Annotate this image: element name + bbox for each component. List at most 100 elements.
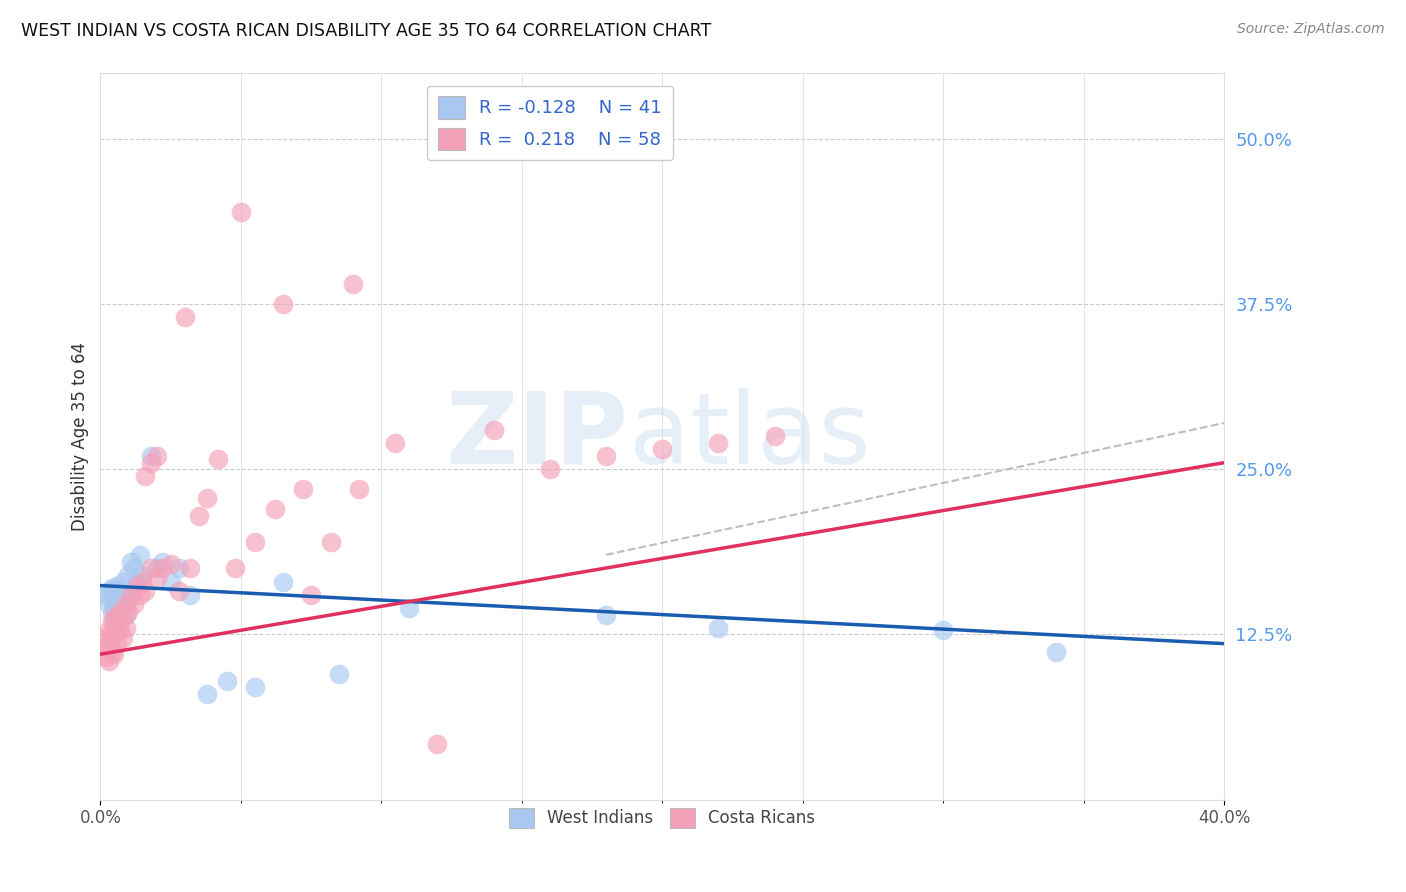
Point bbox=[105, 578, 128, 592]
Point bbox=[173, 310, 195, 325]
Point bbox=[103, 647, 125, 661]
Point bbox=[134, 583, 156, 598]
Point bbox=[243, 535, 266, 549]
Point bbox=[271, 574, 294, 589]
Point bbox=[97, 624, 120, 638]
Point bbox=[91, 640, 114, 655]
Point bbox=[94, 649, 117, 664]
Y-axis label: Disability Age 35 to 64: Disability Age 35 to 64 bbox=[72, 342, 89, 531]
Point bbox=[125, 574, 148, 589]
Point bbox=[131, 568, 153, 582]
Point bbox=[103, 614, 125, 628]
Point bbox=[108, 604, 131, 618]
Point bbox=[117, 605, 139, 619]
Point bbox=[111, 632, 134, 646]
Point bbox=[207, 451, 229, 466]
Point bbox=[159, 558, 181, 572]
Point bbox=[328, 667, 350, 681]
Point bbox=[384, 435, 406, 450]
Point bbox=[120, 588, 142, 602]
Point bbox=[108, 594, 131, 608]
Text: atlas: atlas bbox=[628, 388, 870, 484]
Point bbox=[134, 468, 156, 483]
Point bbox=[167, 561, 190, 575]
Point bbox=[108, 605, 131, 619]
Point bbox=[105, 618, 128, 632]
Point bbox=[538, 462, 561, 476]
Point bbox=[263, 502, 285, 516]
Point bbox=[111, 597, 134, 611]
Point bbox=[117, 568, 139, 582]
Point bbox=[103, 601, 125, 615]
Point bbox=[103, 588, 125, 602]
Point bbox=[595, 449, 617, 463]
Point bbox=[117, 591, 139, 606]
Point bbox=[108, 583, 131, 598]
Point bbox=[224, 561, 246, 575]
Text: WEST INDIAN VS COSTA RICAN DISABILITY AGE 35 TO 64 CORRELATION CHART: WEST INDIAN VS COSTA RICAN DISABILITY AG… bbox=[21, 22, 711, 40]
Point bbox=[111, 574, 134, 589]
Point bbox=[139, 561, 162, 575]
Point bbox=[145, 449, 167, 463]
Point bbox=[319, 535, 342, 549]
Point bbox=[150, 555, 173, 569]
Text: Source: ZipAtlas.com: Source: ZipAtlas.com bbox=[1237, 22, 1385, 37]
Point bbox=[131, 574, 153, 589]
Point bbox=[108, 624, 131, 638]
Point bbox=[114, 597, 136, 611]
Point bbox=[128, 588, 150, 602]
Point bbox=[97, 654, 120, 668]
Point bbox=[145, 561, 167, 575]
Point bbox=[114, 607, 136, 622]
Point bbox=[342, 277, 364, 292]
Legend: West Indians, Costa Ricans: West Indians, Costa Ricans bbox=[502, 801, 823, 835]
Point bbox=[100, 627, 122, 641]
Point bbox=[122, 561, 145, 575]
Point bbox=[125, 578, 148, 592]
Point bbox=[482, 423, 505, 437]
Point bbox=[179, 561, 201, 575]
Point bbox=[763, 429, 786, 443]
Point bbox=[120, 555, 142, 569]
Point bbox=[94, 632, 117, 646]
Point bbox=[271, 297, 294, 311]
Point bbox=[97, 597, 120, 611]
Point bbox=[595, 607, 617, 622]
Point bbox=[100, 614, 122, 628]
Point bbox=[105, 610, 128, 624]
Point bbox=[215, 673, 238, 688]
Point bbox=[291, 482, 314, 496]
Point bbox=[94, 588, 117, 602]
Point bbox=[299, 588, 322, 602]
Point bbox=[128, 548, 150, 562]
Point bbox=[100, 605, 122, 619]
Point bbox=[114, 621, 136, 635]
Point bbox=[932, 624, 955, 638]
Point bbox=[167, 583, 190, 598]
Point bbox=[114, 588, 136, 602]
Point bbox=[1045, 644, 1067, 658]
Point bbox=[97, 637, 120, 651]
Point bbox=[103, 610, 125, 624]
Point bbox=[651, 442, 673, 457]
Point bbox=[195, 491, 218, 506]
Point bbox=[398, 601, 420, 615]
Point bbox=[347, 482, 370, 496]
Point bbox=[111, 610, 134, 624]
Point bbox=[145, 571, 167, 585]
Point bbox=[243, 680, 266, 694]
Point bbox=[122, 597, 145, 611]
Point bbox=[100, 581, 122, 595]
Point bbox=[195, 687, 218, 701]
Point bbox=[179, 588, 201, 602]
Point bbox=[139, 449, 162, 463]
Point bbox=[100, 591, 122, 606]
Point bbox=[707, 435, 730, 450]
Point bbox=[103, 627, 125, 641]
Point bbox=[229, 204, 252, 219]
Point bbox=[426, 737, 449, 751]
Point bbox=[159, 574, 181, 589]
Point bbox=[150, 561, 173, 575]
Point bbox=[707, 621, 730, 635]
Text: ZIP: ZIP bbox=[446, 388, 628, 484]
